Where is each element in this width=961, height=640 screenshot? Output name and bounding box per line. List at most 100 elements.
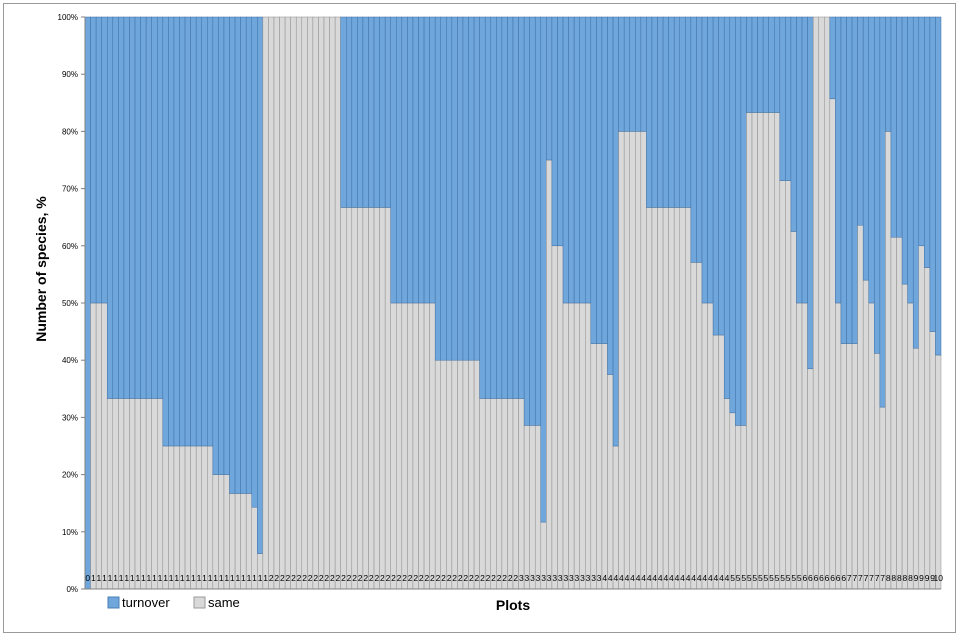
bar-turnover [551, 16, 558, 247]
x-tick-label: 3 [580, 573, 585, 583]
x-tick-label: 3 [541, 573, 546, 583]
x-tick-label: 7 [869, 573, 874, 583]
bars-group [84, 16, 942, 590]
x-tick-label: 3 [575, 573, 580, 583]
bar-turnover [362, 16, 369, 208]
x-tick-label: 3 [536, 573, 541, 583]
bar-same [857, 224, 864, 590]
x-tick-label: 6 [841, 573, 846, 583]
bar-same [418, 302, 425, 590]
x-tick-label: 2 [286, 573, 291, 583]
bar-turnover [190, 16, 197, 447]
bar-turnover [707, 16, 714, 304]
x-tick-label: 5 [730, 573, 735, 583]
x-tick-label: 2 [502, 573, 507, 583]
x-tick-label: 5 [736, 573, 741, 583]
bar-same [129, 398, 136, 590]
bar-turnover [729, 16, 736, 414]
x-tick-label: 3 [597, 573, 602, 583]
bar-turnover [457, 16, 464, 361]
x-tick-label: 2 [319, 573, 324, 583]
bar-same [434, 359, 441, 590]
bar-same [407, 302, 414, 590]
bar-same [551, 245, 558, 590]
x-tick-label: 4 [708, 573, 713, 583]
bar-turnover [735, 16, 742, 426]
bar-turnover [601, 16, 608, 344]
bar-turnover [446, 16, 453, 361]
bar-same [929, 331, 936, 590]
bar-same [568, 302, 575, 590]
bar-same [440, 359, 447, 590]
bar-same [901, 283, 908, 590]
bar-same [879, 406, 886, 590]
x-tick-label: 2 [280, 573, 285, 583]
bar-same [195, 445, 202, 590]
bar-turnover [618, 16, 625, 132]
bar-same [507, 398, 514, 590]
x-tick-label: 4 [691, 573, 696, 583]
bar-turnover [623, 16, 630, 132]
x-tick-label: 3 [519, 573, 524, 583]
x-tick-label: 2 [497, 573, 502, 583]
bar-turnover [501, 16, 508, 399]
bar-same [362, 207, 369, 590]
x-tick-label: 3 [558, 573, 563, 583]
bar-turnover [646, 16, 653, 208]
bar-same [796, 302, 803, 590]
bar-turnover [701, 16, 708, 304]
legend-label-same: same [208, 595, 240, 610]
bar-turnover [346, 16, 353, 208]
x-tick-label: 2 [313, 573, 318, 583]
bar-same [112, 398, 119, 590]
x-tick-label: 7 [880, 573, 885, 583]
bar-same [207, 445, 214, 590]
bar-same [90, 302, 97, 590]
bar-turnover [440, 16, 447, 361]
x-tick-label: 2 [513, 573, 518, 583]
bar-turnover [468, 16, 475, 361]
bar-same [790, 231, 797, 590]
bar-turnover [635, 16, 642, 132]
bar-turnover [106, 16, 114, 399]
x-tick-label: 1 [213, 573, 218, 583]
x-tick-label: 5 [764, 573, 769, 583]
x-tick-label: 2 [308, 573, 313, 583]
bar-turnover [168, 16, 175, 447]
bar-same [673, 207, 681, 590]
bar-same [912, 347, 920, 590]
bar-same [184, 445, 191, 590]
x-tick-label: 1 [185, 573, 190, 583]
x-tick-label: 9 [930, 573, 935, 583]
bar-same [935, 354, 942, 590]
x-tick-label: 2 [274, 573, 279, 583]
x-tick-label: 7 [858, 573, 863, 583]
x-tick-label: 1 [91, 573, 96, 583]
x-tick-label: 1 [158, 573, 163, 583]
x-tick-label: 5 [775, 573, 780, 583]
bar-same [257, 553, 264, 590]
bar-same [462, 359, 469, 590]
legend-label-turnover: turnover [122, 595, 170, 610]
x-tick-label: 4 [652, 573, 657, 583]
bar-turnover [84, 16, 91, 590]
bar-turnover [612, 16, 619, 447]
bar-turnover [90, 16, 97, 304]
bar-same [612, 445, 619, 590]
bar-turnover [351, 16, 358, 208]
x-tick-label: 1 [247, 573, 252, 583]
bar-turnover [835, 16, 842, 304]
bar-same [396, 302, 403, 590]
bar-same [318, 16, 325, 590]
x-tick-label: 7 [864, 573, 869, 583]
x-tick-label: 2 [458, 573, 463, 583]
bar-same [323, 16, 330, 590]
bar-same [579, 302, 586, 590]
x-tick-label: 2 [491, 573, 496, 583]
bar-same [157, 398, 164, 590]
bar-same [807, 368, 814, 590]
x-tick-label: 1 [141, 573, 146, 583]
bar-turnover [557, 16, 564, 247]
x-tick-label: 3 [547, 573, 552, 583]
